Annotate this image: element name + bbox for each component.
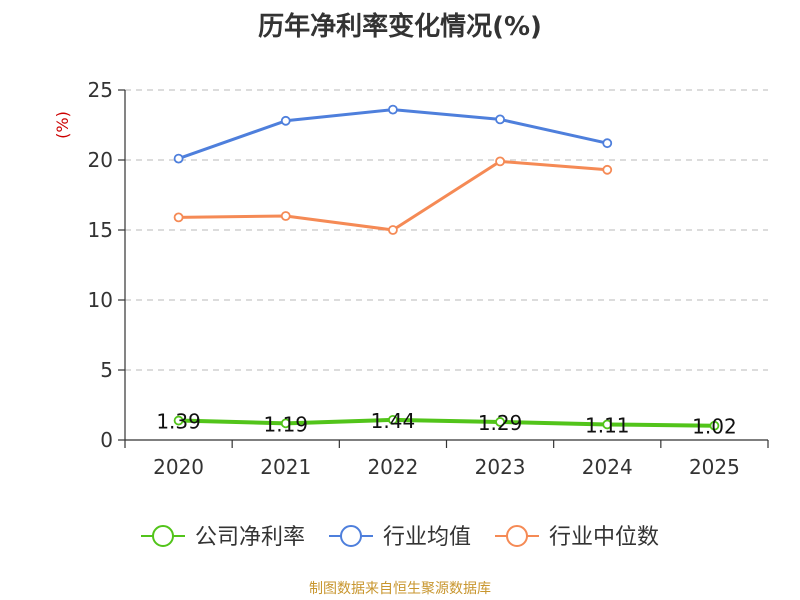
legend: 公司净利率 行业均值 行业中位数 [141,525,659,550]
legend-marker-icon [152,525,174,547]
series-0-point-2021 [280,418,291,429]
y-tick-label-10: 10 [88,288,113,312]
series-1-point-2024 [602,138,613,149]
series-line-2 [177,159,609,232]
y-tick-label-5: 5 [100,358,113,382]
y-axis-label: (%) [53,111,72,139]
series-2-point-2023 [495,156,505,167]
chart-title: 历年净利率变化情况(%) [258,12,542,42]
data-label-2023: 1.29 [478,411,523,435]
footer-source: 制图数据来自恒生聚源数据库 [309,581,491,597]
series-1-point-2021 [280,115,291,126]
series-0-point-2022 [388,414,398,425]
data-label-2022: 1.44 [371,409,416,433]
x-tick-label-2020: 2020 [153,455,204,479]
series-line-1 [177,108,609,161]
x-tick-label-2022: 2022 [367,455,418,479]
series-2-point-2022 [388,225,398,235]
x-tick-label-2023: 2023 [475,455,526,479]
y-tick-label-0: 0 [100,428,113,452]
legend-item-1: 行业均值 [329,525,471,550]
y-tick-label-20: 20 [88,148,113,172]
legend-marker-icon [340,525,362,547]
legend-item-2: 行业中位数 [495,525,659,550]
legend-label: 公司净利率 [195,525,305,550]
series-0-point-2024 [602,419,613,430]
data-label-2025: 1.02 [692,415,737,439]
series-1-point-2020 [173,153,184,164]
series-line-0 [176,417,717,428]
x-tick-label-2024: 2024 [582,455,633,479]
legend-label: 行业均值 [383,525,471,550]
series-0-point-2023 [495,417,505,427]
x-tick-label-2025: 2025 [689,455,740,479]
series-0-point-2020 [173,415,184,426]
legend-marker-icon [506,525,528,547]
series-1-point-2023 [495,114,505,125]
legend-label: 行业中位数 [549,525,659,550]
y-tick-label-15: 15 [88,218,113,242]
data-label-2020: 1.39 [156,410,201,434]
y-tick-label-25: 25 [88,78,113,102]
series-2-point-2024 [602,164,613,175]
series-0-point-2025 [709,420,720,431]
series-2-point-2020 [173,212,184,223]
data-labels: 1.39 1.19 1.44 1.29 1.11 1.02 [156,409,736,439]
legend-item-0: 公司净利率 [141,525,305,550]
series-2-point-2021 [280,211,291,221]
x-tick-label-2021: 2021 [260,455,311,479]
series-1-point-2022 [388,104,398,115]
data-label-2021: 1.19 [263,412,308,436]
data-label-2024: 1.11 [585,413,630,437]
grid-lines [125,89,768,371]
series-lines [173,104,720,431]
